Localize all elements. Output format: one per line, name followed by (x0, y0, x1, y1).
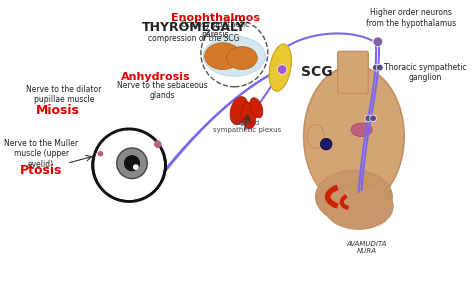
Circle shape (124, 156, 140, 171)
Ellipse shape (241, 102, 256, 129)
Ellipse shape (269, 44, 292, 91)
Circle shape (365, 115, 372, 122)
Text: AVAMUDITA
NURA: AVAMUDITA NURA (346, 241, 386, 254)
Text: SCG: SCG (301, 65, 333, 80)
Ellipse shape (351, 123, 372, 137)
Text: Nerve to the sebaceous
glands: Nerve to the sebaceous glands (117, 81, 208, 100)
Ellipse shape (230, 97, 248, 125)
Circle shape (98, 151, 103, 156)
Circle shape (376, 64, 383, 71)
Circle shape (154, 140, 162, 148)
Text: Enophthalmos: Enophthalmos (171, 13, 260, 23)
Circle shape (376, 38, 383, 45)
Circle shape (370, 115, 376, 122)
Ellipse shape (250, 98, 263, 118)
Circle shape (93, 129, 165, 202)
Text: compression of the SCG: compression of the SCG (148, 34, 240, 43)
Ellipse shape (227, 47, 257, 70)
Text: Nerve to the dilator
pupillae muscle: Nerve to the dilator pupillae muscle (27, 85, 102, 104)
FancyBboxPatch shape (337, 51, 368, 93)
Circle shape (133, 164, 139, 170)
Text: Thoracic sympathetic
ganglion: Thoracic sympathetic ganglion (384, 63, 467, 82)
Circle shape (373, 38, 379, 45)
Text: THYROMEGALY: THYROMEGALY (142, 21, 246, 34)
Circle shape (373, 37, 383, 47)
Ellipse shape (203, 36, 265, 76)
Ellipse shape (307, 124, 324, 149)
Text: Higher order neurons
from the hypothalamus: Higher order neurons from the hypothalam… (366, 8, 456, 28)
Circle shape (320, 138, 332, 150)
Ellipse shape (205, 43, 241, 70)
Ellipse shape (324, 183, 393, 229)
Text: Miosis: Miosis (36, 104, 79, 117)
Text: Ptosis: Ptosis (20, 164, 62, 178)
Text: Oculosympathetic
paresis: Oculosympathetic paresis (181, 20, 250, 39)
Ellipse shape (316, 170, 392, 223)
Circle shape (117, 148, 147, 179)
Circle shape (373, 64, 379, 71)
Circle shape (277, 65, 287, 74)
Ellipse shape (304, 66, 404, 207)
Text: Carotid
sympathetic plexus: Carotid sympathetic plexus (213, 120, 281, 133)
Text: Nerve to the Muller
muscle (upper
eyelid): Nerve to the Muller muscle (upper eyelid… (4, 139, 78, 169)
Text: Anhydrosis: Anhydrosis (121, 72, 191, 82)
